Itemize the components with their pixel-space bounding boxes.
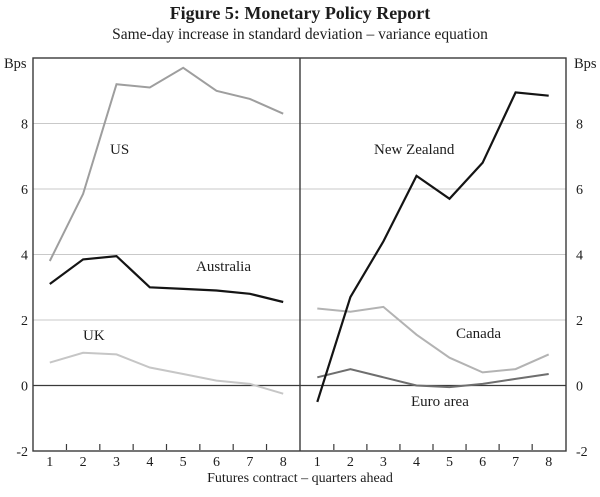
line-new-zealand (316, 91, 549, 403)
line-canada (317, 305, 550, 374)
y-tick-label-right-6: 6 (576, 183, 583, 198)
y-tick-label-left-0: 0 (21, 380, 28, 395)
chart-subtitle: Same-day increase in standard deviation … (112, 26, 488, 43)
y-tick-label-left-6: 6 (21, 183, 28, 198)
x-tick-label-left-4: 4 (146, 455, 153, 470)
x-tick-label-left-2: 2 (80, 455, 87, 470)
series-label-euro-area: Euro area (411, 394, 469, 410)
x-tick-label-left-5: 5 (180, 455, 187, 470)
x-tick-label-right-5: 5 (446, 455, 453, 470)
line-euro-area (317, 368, 549, 389)
chart-title: Figure 5: Monetary Policy Report (169, 3, 431, 23)
x-tick-label-right-7: 7 (512, 455, 519, 470)
y-tick-label-left-8: 8 (21, 118, 28, 133)
x-tick-label-left-7: 7 (246, 455, 253, 470)
y-tick-label-right-4: 4 (576, 249, 583, 264)
y-axis-unit-right: Bps (574, 56, 597, 72)
x-tick-label-right-1: 1 (314, 455, 321, 470)
x-tick-label-right-8: 8 (545, 455, 552, 470)
x-axis-title: Futures contract – quarters ahead (207, 471, 393, 486)
line-uk (49, 351, 284, 395)
x-tick-label-left-1: 1 (46, 455, 53, 470)
line-us (48, 66, 284, 262)
x-tick-label-right-3: 3 (380, 455, 387, 470)
y-tick-label-left-4: 4 (21, 249, 28, 264)
x-tick-label-right-6: 6 (479, 455, 486, 470)
y-tick-label-right--2: -2 (576, 445, 588, 460)
y-tick-label-left-2: 2 (21, 314, 28, 329)
x-tick-label-left-6: 6 (213, 455, 220, 470)
x-tick-label-left-3: 3 (113, 455, 120, 470)
series-label-uk: UK (83, 328, 105, 344)
y-axis-unit-left: Bps (4, 56, 27, 72)
series-label-canada: Canada (456, 326, 501, 342)
x-tick-label-right-2: 2 (347, 455, 354, 470)
x-tick-label-right-4: 4 (413, 455, 420, 470)
x-tick-label-left-8: 8 (280, 455, 287, 470)
series-label-new-zealand: New Zealand (374, 142, 455, 158)
series-label-australia: Australia (196, 259, 251, 275)
y-tick-label-right-0: 0 (576, 380, 583, 395)
y-tick-label-right-8: 8 (576, 118, 583, 133)
line-australia (49, 254, 284, 304)
y-tick-label-left--2: -2 (16, 445, 28, 460)
y-tick-label-right-2: 2 (576, 314, 583, 329)
series-label-us: US (110, 142, 130, 158)
